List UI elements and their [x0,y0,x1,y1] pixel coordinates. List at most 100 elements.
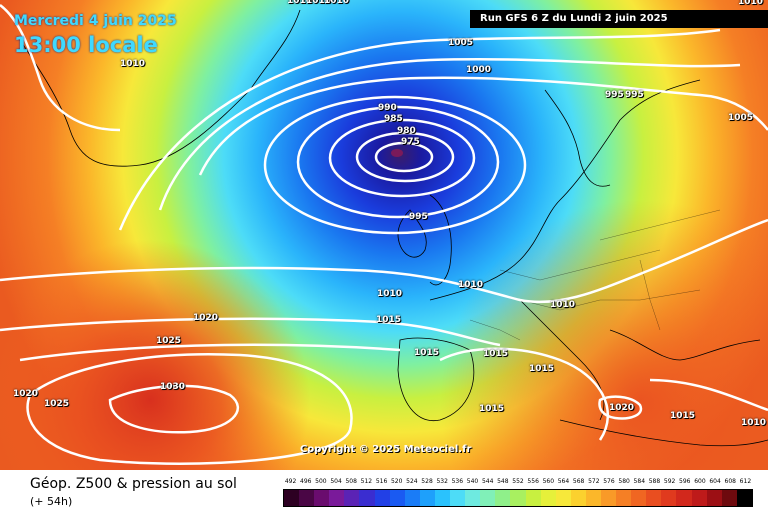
isobar-label: 1010 [306,0,332,6]
legend-swatch [450,490,466,506]
legend-tick: 512 [360,478,373,485]
copyright-notice: Copyright © 2025 Meteociel.fr [300,444,472,455]
isobar-label: 1015 [376,315,402,325]
legend-swatch [721,490,737,506]
legend-swatch [465,490,481,506]
isobar-label: 1020 [13,389,39,399]
legend-tick: 596 [679,478,691,485]
isobar-label: 1015 [529,364,555,374]
isobar-label: 1010 [741,418,767,428]
legend-swatch [480,490,496,506]
legend-tick: 572 [588,478,600,485]
legend-tick: 536 [451,478,464,485]
isobar-label: 985 [384,114,403,124]
legend-swatch [419,490,435,506]
legend-tick: 516 [375,478,388,485]
legend-tick-labels: 492 496 500 504 508 512 516 520 524 528 532 536 540 5… [283,478,753,488]
legend-swatch [299,490,315,506]
isobar-label: 1015 [483,349,509,359]
legend-tick: 532 [436,478,448,485]
legend-swatch [374,490,390,506]
legend-tick: 580 [618,478,630,485]
legend-swatch [329,490,345,506]
legend-tick: 496 [300,478,312,485]
legend-swatch [540,490,556,506]
legend-swatch [585,490,601,506]
legend-swatch [646,490,662,506]
geopotential-pressure-map [0,0,768,470]
legend-tick: 608 [724,478,736,485]
legend-tick: 504 [330,478,342,485]
legend-tick: 548 [497,478,509,485]
legend-tick: 552 [512,478,524,485]
isobar-label: 980 [397,126,416,136]
legend-swatch [676,490,692,506]
legend-swatch [510,490,526,506]
isobar-label: 1010 [287,0,313,6]
model-run-label: Run GFS 6 Z du Lundi 2 juin 2025 [470,10,768,28]
z500-med-field [0,0,768,470]
legend-tick: 520 [390,478,403,485]
isobars [0,4,768,465]
legend-tick: 564 [557,478,570,485]
legend-swatch [706,490,722,506]
legend-swatch [570,490,586,506]
isobar-label: 1015 [414,348,440,358]
legend-tick: 540 [466,478,479,485]
isobar-label: 990 [378,103,397,113]
isobar-label: 1010 [738,0,764,7]
map-title: Géop. Z500 & pression au sol [30,476,237,492]
forecast-date: Mercredi 4 juin 2025 [14,13,177,29]
low-center-marker [391,149,403,157]
legend-swatch [736,490,752,506]
legend-tick: 500 [315,478,327,485]
isobar-label: 995 [625,90,644,100]
legend-swatch [404,490,420,506]
legend-tick: 576 [603,478,615,485]
legend-swatch [359,490,375,506]
legend-tick: 584 [633,478,646,485]
legend-swatch [344,490,360,506]
isobar-label: 995 [409,212,428,222]
isobar-label: 1005 [448,38,474,48]
legend-swatch [284,490,300,506]
isobar-label: 975 [401,137,420,147]
legend-tick: 492 [284,478,297,485]
legend-swatch [555,490,571,506]
legend-swatch [631,490,647,506]
coastlines [19,9,768,447]
legend-swatch [600,490,617,506]
isobar-label: 1005 [728,113,754,123]
isobar-label: 1010 [120,59,146,69]
legend-tick: 612 [739,478,752,485]
isobar-label: 1010 [377,289,403,299]
legend-tick: 588 [648,478,661,485]
legend-tick: 600 [694,478,706,485]
isobar-label: 1020 [193,313,219,323]
legend-swatch [434,490,451,506]
legend-swatch [314,490,330,506]
legend-tick: 568 [572,478,585,485]
isobar-label: 1015 [479,404,505,414]
legend-tick: 524 [406,478,418,485]
isobar-label: 995 [605,90,624,100]
isobar-label: 1010 [550,300,576,310]
isobar-label: 1025 [44,399,70,409]
isobar-label: 1020 [609,403,635,413]
legend-tick: 560 [542,478,555,485]
color-legend [283,489,753,507]
isobar-label: 1030 [160,382,186,392]
forecast-time: 13:00 locale [14,33,158,57]
legend-tick: 592 [663,478,676,485]
isobar-label: 1010 [324,0,350,6]
legend-swatch [495,490,511,506]
legend-tick: 528 [421,478,433,485]
legend-swatch [389,490,405,506]
isobar-label: 1010 [458,280,484,290]
legend-swatch [525,490,541,506]
legend-swatch [661,490,677,506]
borders [469,209,721,341]
legend-tick: 604 [709,478,721,485]
legend-tick: 544 [481,478,494,485]
